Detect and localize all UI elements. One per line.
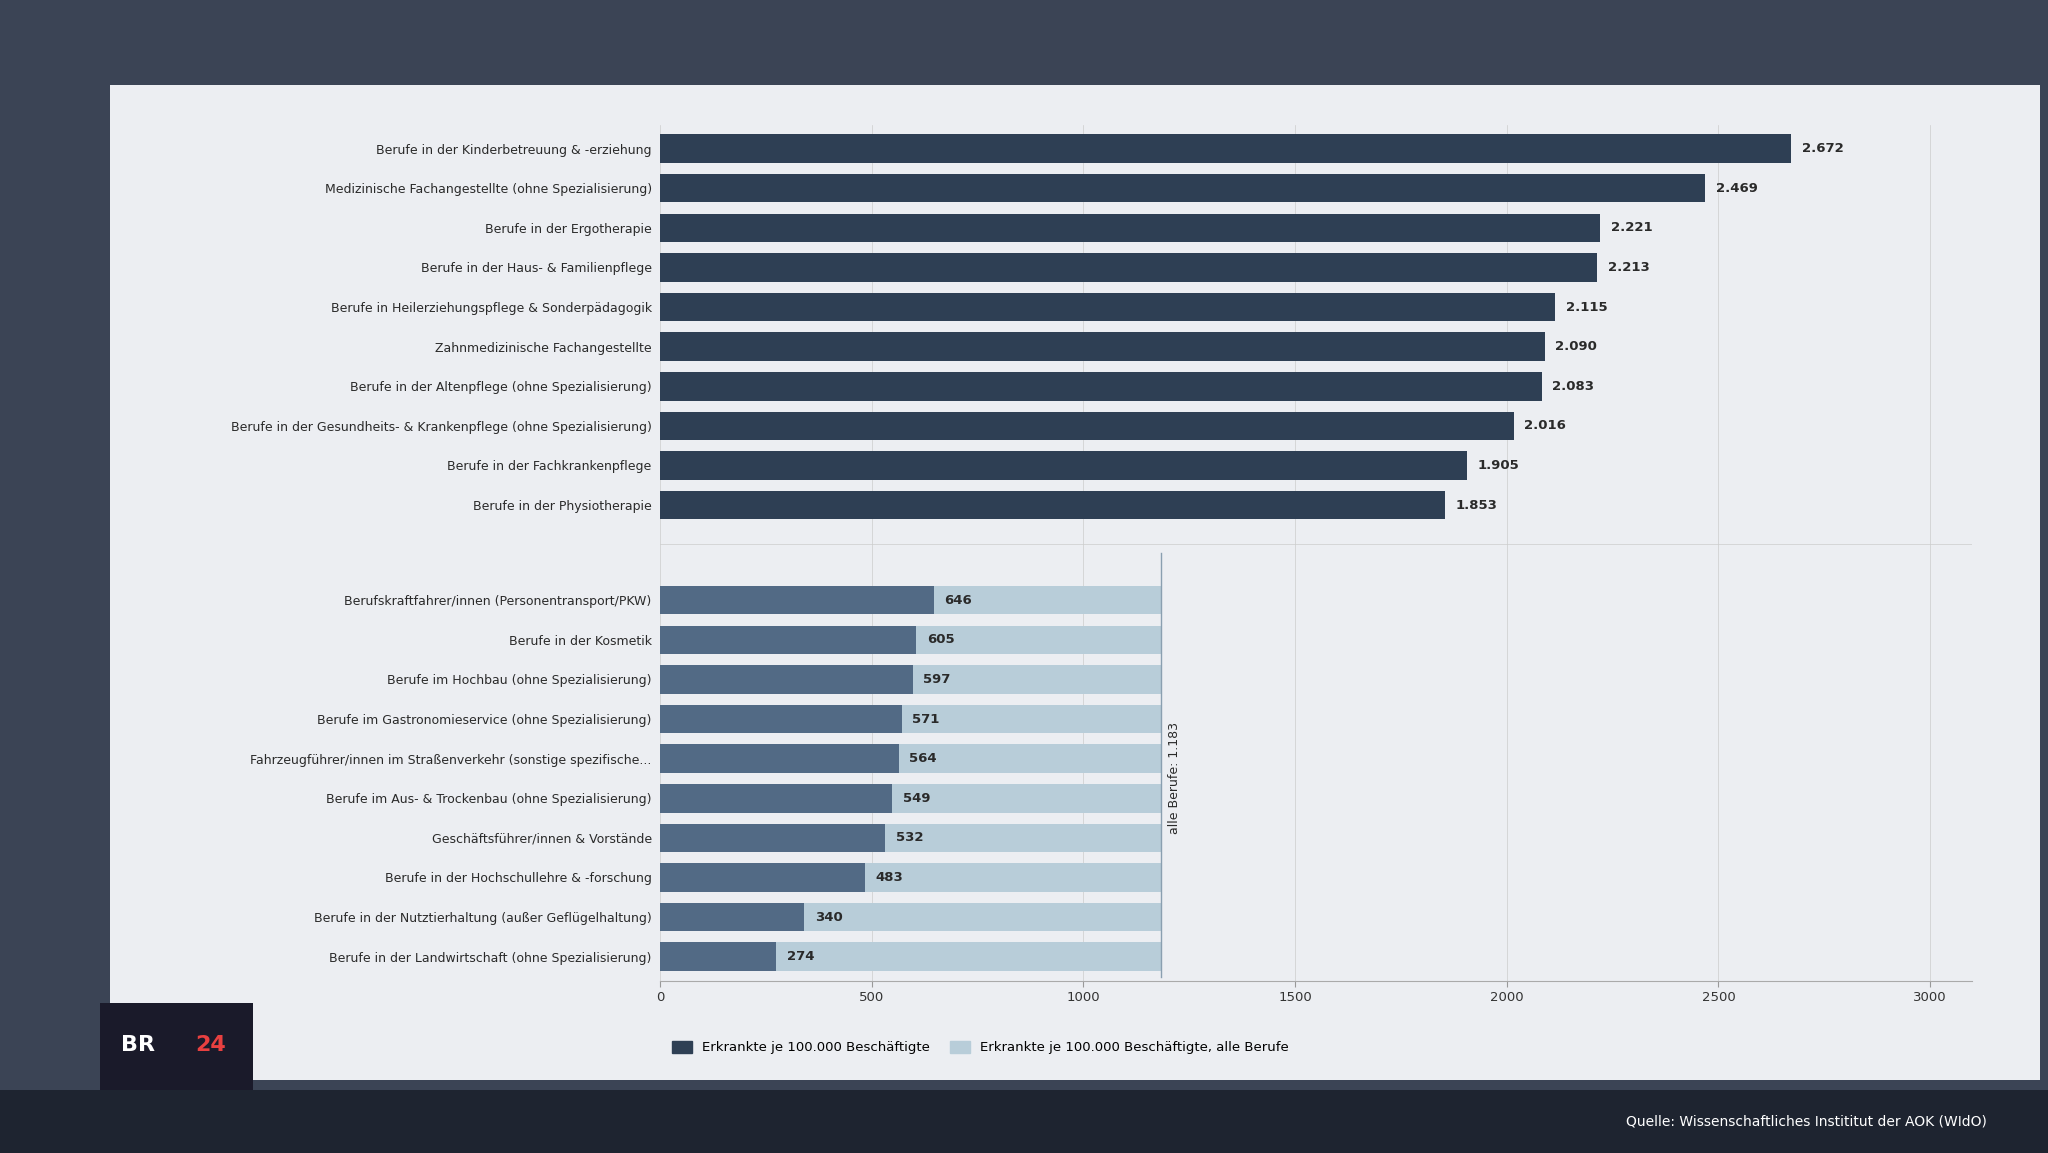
Bar (659, 254, 1597, 281)
Bar (659, 864, 1161, 891)
Bar (659, 745, 899, 773)
Bar (659, 134, 1792, 163)
Text: 597: 597 (924, 673, 950, 686)
Bar (659, 903, 1161, 932)
Bar (659, 412, 1513, 440)
Bar (659, 745, 1161, 773)
Bar (659, 864, 864, 891)
Bar (659, 665, 913, 694)
Bar (659, 451, 1466, 480)
Bar (659, 942, 776, 971)
Bar (659, 451, 1161, 480)
Text: 2.221: 2.221 (1612, 221, 1653, 234)
Bar (659, 626, 915, 654)
Legend: Erkrankte je 100.000 Beschäftigte, Erkrankte je 100.000 Beschäftigte, alle Beruf: Erkrankte je 100.000 Beschäftigte, Erkra… (668, 1035, 1294, 1060)
Bar (659, 213, 1161, 242)
Bar (659, 213, 1599, 242)
Text: 2.083: 2.083 (1552, 379, 1595, 393)
Text: 549: 549 (903, 792, 930, 805)
Bar (659, 332, 1161, 361)
Text: 24: 24 (195, 1034, 225, 1055)
Text: 2.672: 2.672 (1802, 142, 1843, 155)
Bar (659, 665, 1161, 694)
Bar (659, 784, 893, 813)
Bar (659, 412, 1161, 440)
Bar (659, 784, 1161, 813)
Text: 1.853: 1.853 (1456, 498, 1497, 512)
Bar (659, 332, 1544, 361)
Bar (659, 823, 1161, 852)
Text: 605: 605 (928, 633, 954, 647)
Bar (659, 174, 1706, 203)
Bar (659, 254, 1161, 281)
Bar (659, 372, 1542, 400)
Bar (659, 372, 1161, 400)
Bar (659, 586, 934, 615)
Bar (659, 626, 1161, 654)
Text: 646: 646 (944, 594, 973, 606)
Text: 483: 483 (874, 871, 903, 884)
Text: 340: 340 (815, 911, 842, 924)
Text: 532: 532 (895, 831, 924, 844)
Bar (659, 903, 805, 932)
Text: Quelle: Wissenschaftliches Instititut der AOK (WIdO): Quelle: Wissenschaftliches Instititut de… (1626, 1114, 1987, 1129)
Bar (659, 823, 885, 852)
Bar (659, 704, 901, 733)
Bar (659, 174, 1161, 203)
Text: 2.090: 2.090 (1554, 340, 1597, 353)
Bar (659, 704, 1161, 733)
Text: 2.115: 2.115 (1567, 301, 1608, 314)
Bar (659, 942, 1161, 971)
Bar (659, 293, 1161, 322)
Bar (659, 293, 1554, 322)
Bar (659, 491, 1444, 519)
Text: 2.016: 2.016 (1524, 420, 1567, 432)
Text: 2.469: 2.469 (1716, 182, 1757, 195)
Text: 564: 564 (909, 752, 938, 766)
Bar (659, 491, 1161, 519)
Text: 1.905: 1.905 (1477, 459, 1520, 472)
Text: alle Berufe: 1.183: alle Berufe: 1.183 (1169, 723, 1182, 835)
Text: 571: 571 (911, 713, 940, 725)
Text: 2.213: 2.213 (1608, 261, 1649, 274)
Bar (659, 586, 1161, 615)
Text: BR: BR (121, 1034, 156, 1055)
Text: 274: 274 (786, 950, 815, 963)
Bar (659, 134, 1161, 163)
